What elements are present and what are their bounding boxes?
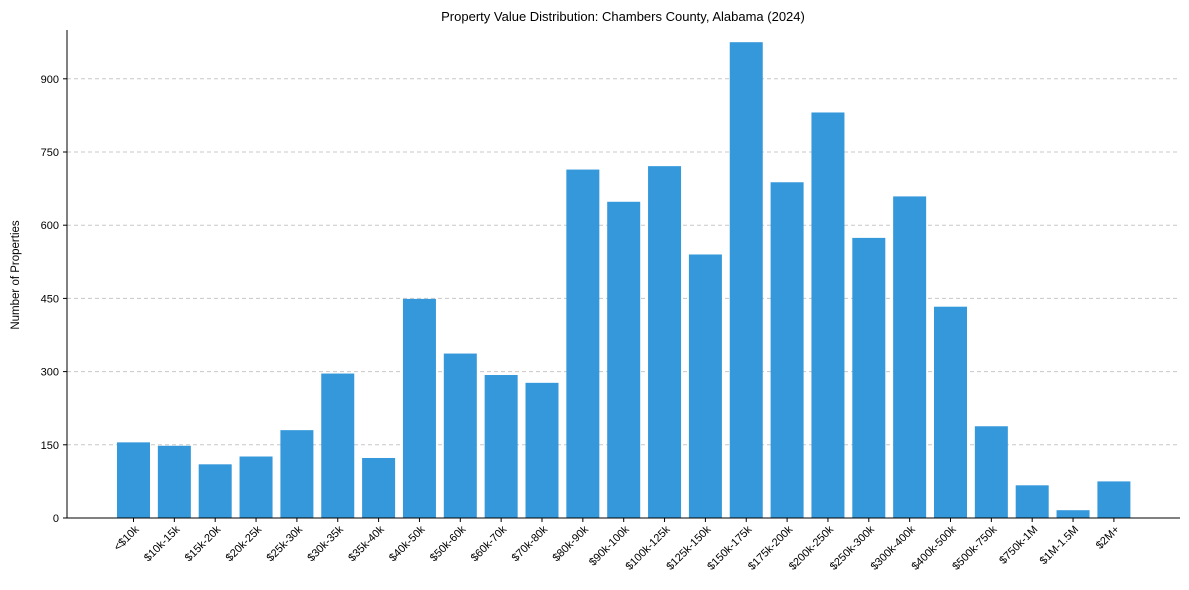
y-axis-label: Number of Properties [10, 220, 22, 330]
bar [648, 166, 682, 519]
x-tick-label: $80k-90k [550, 523, 591, 564]
bar [117, 442, 150, 518]
y-tick-label: 0 [53, 513, 59, 525]
x-tick-label: $500k-750k [950, 523, 999, 572]
bar [852, 237, 886, 518]
y-tick-label: 900 [41, 74, 59, 86]
x-tick-label: $70k-80k [510, 523, 551, 564]
y-tick-label: 750 [41, 147, 59, 159]
x-tick-label: $2M+ [1094, 524, 1122, 552]
x-tick-label: $50k-60k [428, 523, 469, 564]
y-axis-ticks: 0 150 300 450 600 750 900 [41, 74, 67, 525]
bar [607, 201, 641, 518]
bar [811, 112, 845, 519]
x-tick-label: $25k-30k [265, 523, 306, 564]
bar [688, 254, 722, 519]
bar [239, 456, 273, 518]
bar [198, 464, 232, 518]
x-tick-label: $60k-70k [469, 523, 510, 564]
x-tick-label: $15k-20k [183, 523, 224, 564]
x-tick-label: $750k-1M [997, 524, 1040, 567]
bar [157, 445, 191, 518]
x-tick-label: $20k-25k [224, 523, 265, 564]
x-tick-label: $40k-50k [387, 523, 428, 564]
x-axis-ticks: <$10k $10k-15k $15k-20k $20k-25k $25k-30k $30… [112, 518, 1122, 573]
bar [321, 373, 355, 518]
bar [770, 182, 804, 519]
x-tick-label: $35k-40k [346, 523, 387, 564]
bar [525, 382, 559, 518]
y-tick-label: 300 [41, 367, 59, 379]
bar [566, 169, 600, 518]
bar [1097, 481, 1131, 518]
y-tick-label: 450 [41, 293, 59, 305]
bar [402, 298, 436, 518]
bar [362, 457, 396, 518]
bar [974, 426, 1008, 518]
bar [893, 196, 927, 518]
bar [280, 430, 314, 518]
x-tick-label: $1M-1.5M [1038, 524, 1082, 568]
bar [1015, 485, 1049, 518]
x-tick-label: <$10k [112, 523, 142, 553]
x-tick-label: $30k-35k [305, 523, 346, 564]
x-tick-label: $10k-15k [142, 523, 183, 564]
bar [934, 306, 967, 518]
bar [484, 375, 518, 518]
bars [117, 42, 1131, 519]
bar [729, 42, 763, 518]
bar [443, 353, 477, 518]
bar [1056, 510, 1090, 518]
y-tick-label: 150 [41, 440, 59, 452]
chart-title: Property Value Distribution: Chambers Co… [441, 9, 805, 24]
y-tick-label: 600 [41, 220, 59, 232]
